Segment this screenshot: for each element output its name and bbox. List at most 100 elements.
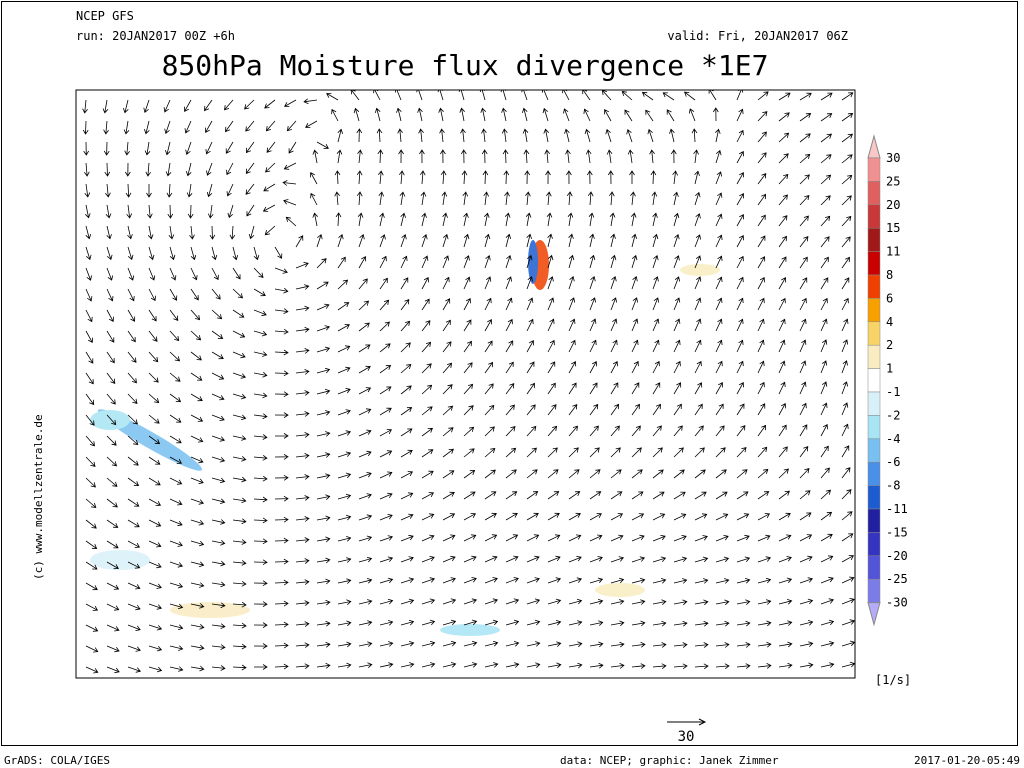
copyright: (c) www.modellzentrale.de <box>32 414 45 580</box>
wind-arrow <box>652 663 667 670</box>
wind-arrow <box>106 624 120 632</box>
wind-arrow <box>400 428 413 437</box>
wind-arrow <box>148 498 162 506</box>
wind-arrow <box>379 407 392 416</box>
wind-arrow <box>526 469 538 479</box>
wind-arrow <box>211 560 226 567</box>
wind-arrow <box>459 107 465 122</box>
wind-arrow <box>442 619 457 626</box>
wind-arrow <box>357 212 364 227</box>
wind-arrow <box>232 497 247 504</box>
wind-arrow <box>295 495 310 501</box>
wind-arrow <box>631 297 638 311</box>
wind-arrow <box>652 491 665 500</box>
wind-arrow <box>442 427 454 437</box>
wind-arrow <box>103 141 110 156</box>
wind-arrow <box>547 598 562 605</box>
wind-arrow <box>337 578 352 584</box>
wind-arrow <box>610 534 624 542</box>
wind-arrow <box>164 120 171 135</box>
wind-arrow <box>358 344 371 353</box>
wind-arrow <box>778 153 789 164</box>
wind-arrow <box>169 561 184 568</box>
wind-arrow <box>379 212 385 227</box>
wind-arrow <box>190 267 198 281</box>
wind-arrow <box>253 330 268 337</box>
wind-arrow <box>148 582 162 589</box>
wind-arrow <box>841 133 854 143</box>
wind-arrow <box>127 498 140 507</box>
wind-arrow <box>484 534 498 542</box>
wind-arrow <box>610 469 622 479</box>
wind-arrow <box>820 511 833 521</box>
wind-arrow <box>526 447 537 458</box>
wind-arrow <box>106 309 114 323</box>
wind-arrow <box>778 577 793 584</box>
wind-arrow <box>106 456 118 467</box>
wind-arrow <box>358 408 372 416</box>
wind-arrow <box>440 170 447 185</box>
wind-arrow <box>694 297 702 311</box>
wind-arrow <box>778 173 789 185</box>
wind-arrow <box>127 351 137 363</box>
wind-arrow <box>106 267 113 281</box>
wind-arrow <box>621 90 633 101</box>
wind-arrow <box>841 92 854 101</box>
wind-arrow <box>504 191 510 206</box>
wind-arrow <box>694 191 701 206</box>
map-background <box>76 90 855 678</box>
wind-arrow <box>211 540 226 546</box>
wind-arrow <box>379 386 392 395</box>
wind-arrow <box>190 393 203 402</box>
wind-arrow <box>568 641 583 648</box>
wind-arrow <box>652 469 664 479</box>
wind-arrow <box>190 498 205 505</box>
wind-arrow <box>204 99 213 112</box>
wind-arrow <box>463 255 470 269</box>
wind-arrow <box>295 411 310 417</box>
wind-arrow <box>662 92 675 101</box>
wind-arrow <box>736 491 749 500</box>
wind-arrow <box>504 212 511 227</box>
wind-arrow <box>547 425 558 437</box>
wind-arrow <box>166 183 173 198</box>
wind-arrow <box>841 576 855 584</box>
wind-arrow <box>253 475 268 482</box>
wind-arrow <box>841 423 849 437</box>
wind-arrow <box>757 663 772 669</box>
wind-arrow <box>673 620 688 627</box>
wind-arrow <box>631 469 643 479</box>
wind-arrow <box>650 170 657 185</box>
wind-arrow <box>274 287 289 294</box>
wind-arrow <box>631 403 640 416</box>
wind-arrow <box>463 405 474 416</box>
wind-arrow <box>442 384 453 395</box>
wind-arrow <box>124 141 131 156</box>
wind-arrow <box>442 640 457 647</box>
wind-arrow <box>526 491 539 500</box>
wind-arrow <box>568 233 574 248</box>
wind-arrow <box>544 149 551 164</box>
wind-arrow <box>253 454 268 461</box>
wind-arrow <box>169 456 183 464</box>
wind-arrow <box>683 91 696 101</box>
wind-arrow <box>316 233 323 248</box>
wind-arrow <box>778 468 789 479</box>
colorbar-triangle <box>867 602 881 627</box>
wind-arrow <box>190 309 201 321</box>
wind-arrow <box>778 662 793 669</box>
wind-arrow <box>778 132 790 143</box>
wind-arrow <box>169 267 177 281</box>
wind-arrow <box>103 120 109 135</box>
wind-arrow <box>463 491 476 500</box>
wind-arrow <box>316 557 331 564</box>
wind-arrow <box>484 555 498 563</box>
wind-arrow <box>400 471 414 479</box>
wind-arrow <box>715 318 723 332</box>
wind-arrow <box>421 298 430 311</box>
wind-arrow <box>799 277 808 290</box>
wind-arrow <box>566 170 572 185</box>
wind-arrow <box>148 666 163 673</box>
wind-arrow <box>583 108 591 122</box>
wind-arrow <box>262 204 276 212</box>
